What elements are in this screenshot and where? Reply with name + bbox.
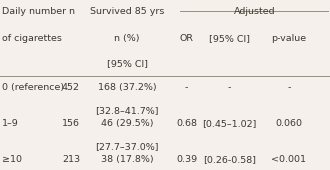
Text: of cigarettes: of cigarettes [2,34,61,43]
Text: 0.68: 0.68 [176,119,197,128]
Text: 156: 156 [62,119,80,128]
Text: 452: 452 [62,83,80,92]
Text: [0.45–1.02]: [0.45–1.02] [202,119,256,128]
Text: -: - [185,83,188,92]
Text: Survived 85 yrs: Survived 85 yrs [90,7,164,16]
Text: -: - [287,83,290,92]
Text: 0.060: 0.060 [275,119,302,128]
Text: Adjusted: Adjusted [234,7,276,16]
Text: p-value: p-value [271,34,306,43]
Text: 46 (29.5%): 46 (29.5%) [101,119,153,128]
Text: Daily number: Daily number [2,7,66,16]
Text: n (%): n (%) [114,34,140,43]
Text: 0 (reference): 0 (reference) [2,83,64,92]
Text: <0.001: <0.001 [271,155,306,164]
Text: [0.26-0.58]: [0.26-0.58] [203,155,256,164]
Text: [95% CI]: [95% CI] [107,59,148,69]
Text: ≥10: ≥10 [2,155,22,164]
Text: -: - [228,83,231,92]
Text: [32.8–41.7%]: [32.8–41.7%] [95,106,159,115]
Text: OR: OR [180,34,193,43]
Text: [27.7–37.0%]: [27.7–37.0%] [95,142,159,151]
Text: [95% CI]: [95% CI] [209,34,250,43]
Text: 38 (17.8%): 38 (17.8%) [101,155,153,164]
Text: 0.39: 0.39 [176,155,197,164]
Text: n: n [68,7,74,16]
Text: 213: 213 [62,155,80,164]
Text: 168 (37.2%): 168 (37.2%) [98,83,156,92]
Text: 1–9: 1–9 [2,119,18,128]
